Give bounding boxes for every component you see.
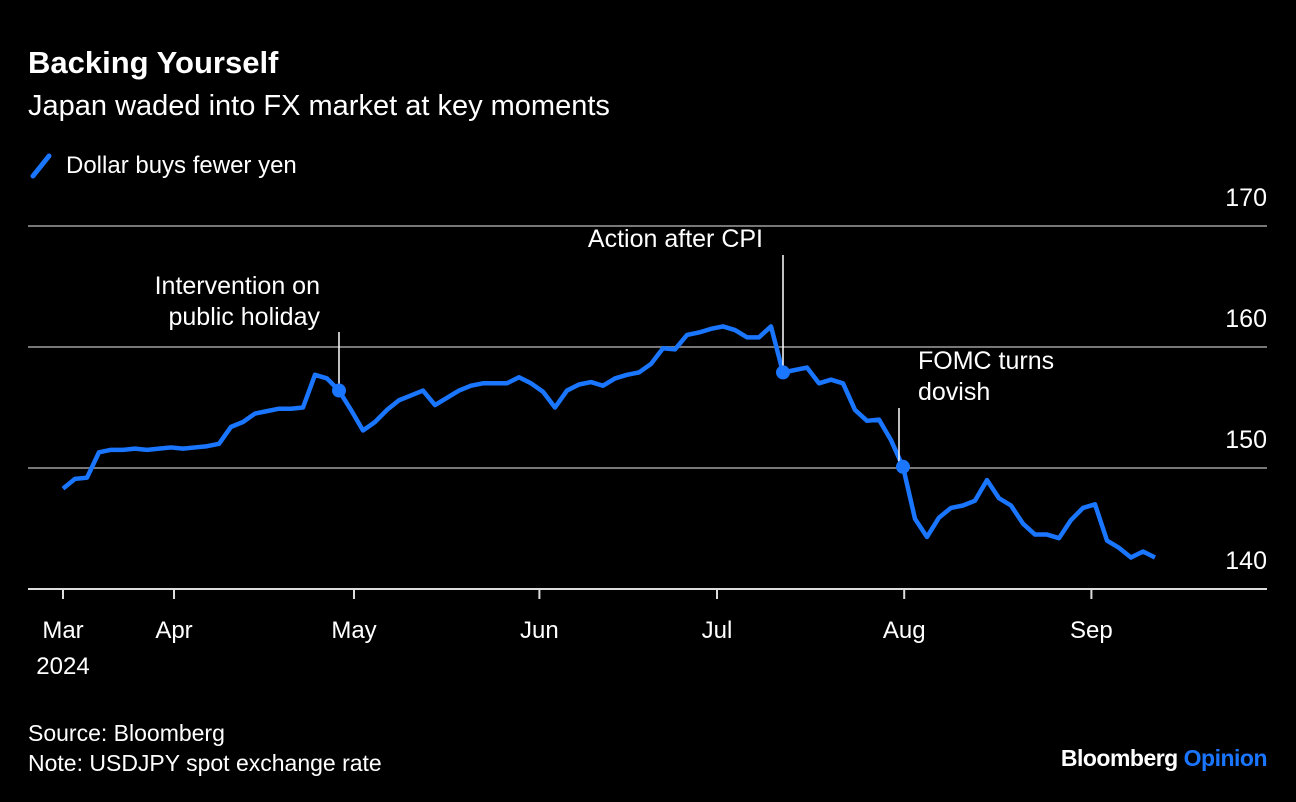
x-tick-label: Mar (42, 617, 83, 644)
annotation-text: dovish (918, 378, 990, 406)
annotation-text: FOMC turns (918, 347, 1054, 375)
data-line (61, 324, 1157, 560)
y-tick-label: 170 (1225, 184, 1267, 212)
y-tick-label: 160 (1225, 305, 1267, 333)
legend-label: Dollar buys fewer yen (66, 152, 297, 179)
source: Source: Bloomberg (28, 720, 225, 746)
annotation-dot (896, 459, 910, 474)
brand-name: Bloomberg (1061, 745, 1178, 771)
chart-subtitle: Japan waded into FX market at key moment… (28, 90, 610, 122)
x-tick-label: Sep (1070, 617, 1113, 644)
x-tick-label: May (331, 617, 376, 644)
legend-swatch (30, 153, 52, 179)
y-tick-label: 150 (1225, 426, 1267, 454)
brand-section: Opinion (1184, 745, 1267, 771)
x-tick-label: Jul (702, 617, 733, 644)
x-tick-label: Aug (883, 617, 926, 644)
brand: Bloomberg Opinion (1061, 745, 1267, 771)
x-tick-label: Apr (155, 617, 192, 644)
y-tick-label: 140 (1225, 547, 1267, 575)
annotation-text: Intervention on (155, 272, 320, 300)
x-tick-label: Jun (520, 617, 559, 644)
annotation-text: public holiday (169, 303, 321, 331)
chart-title: Backing Yourself (28, 45, 279, 80)
x-year-label: 2024 (36, 653, 89, 680)
annotation-text: Action after CPI (588, 225, 763, 253)
annotation-dot (776, 365, 790, 380)
note: Note: USDJPY spot exchange rate (28, 750, 382, 776)
annotation-dot (332, 383, 346, 398)
